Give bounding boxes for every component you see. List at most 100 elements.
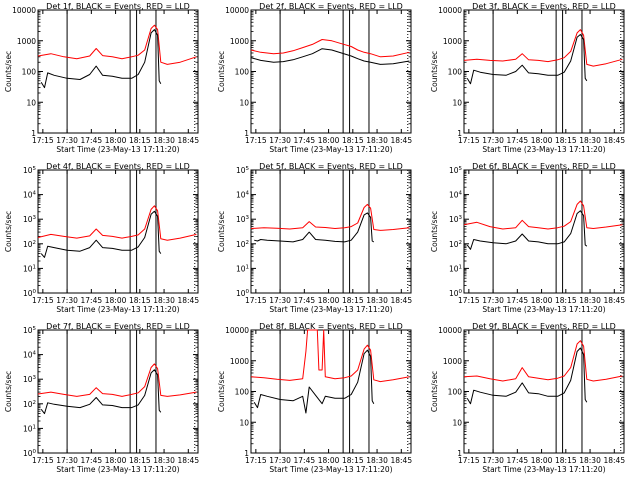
x-tick-label: 17:30 [269, 296, 291, 305]
x-axis-label: Start Time (23-May-13 17:11:20) [56, 465, 179, 474]
x-tick-label: 17:45 [81, 456, 103, 465]
y-tick-label: 104 [23, 351, 37, 360]
y-tick-exponent: 0 [33, 289, 37, 295]
y-tick-label: 101 [23, 264, 36, 273]
y-axis-label: Counts/sec [430, 371, 439, 412]
x-tick-label: 17:30 [56, 296, 78, 305]
y-tick-label: 102 [236, 240, 249, 249]
x-tick-label: 18:30 [153, 296, 175, 305]
panel-title: Det 6f, BLACK = Events, RED = LLD [472, 162, 616, 171]
y-tick-label: 10 [452, 98, 462, 107]
plot-frame [250, 329, 412, 454]
x-tick-label: 17:45 [294, 136, 316, 145]
y-tick-label: 105 [236, 166, 250, 175]
series-line-red [463, 340, 623, 382]
x-tick-label: 18:30 [366, 136, 388, 145]
y-tick-label: 100 [235, 68, 250, 77]
y-tick-label: 101 [23, 424, 36, 433]
x-tick-label: 18:30 [153, 456, 175, 465]
x-tick-label: 18:45 [177, 296, 199, 305]
y-axis-label: Counts/sec [217, 51, 226, 92]
y-tick-label: 1 [31, 129, 36, 138]
x-tick-label: 18:15 [555, 456, 577, 465]
x-tick-label: 17:45 [81, 296, 103, 305]
series-line-black [254, 212, 375, 243]
y-tick-exponent: 2 [33, 240, 37, 246]
panel-title: Det 3f, BLACK = Events, RED = LLD [472, 2, 616, 11]
plot-frame [37, 329, 199, 454]
x-tick-label: 17:15 [458, 296, 480, 305]
y-tick-label: 102 [23, 400, 36, 409]
x-tick-label: 18:00 [531, 296, 553, 305]
y-tick-exponent: 0 [246, 289, 250, 295]
plot-frame [463, 9, 625, 134]
x-tick-label: 17:45 [507, 456, 529, 465]
y-tick-exponent: 1 [33, 264, 37, 270]
x-tick-label: 17:45 [81, 136, 103, 145]
y-tick-label: 102 [23, 240, 36, 249]
panel-title: Det 1f, BLACK = Events, RED = LLD [46, 2, 190, 11]
x-tick-label: 17:15 [32, 456, 54, 465]
y-tick-label: 101 [449, 264, 462, 273]
y-tick-exponent: 3 [33, 375, 37, 381]
plot-frame [37, 9, 199, 134]
y-tick-exponent: 1 [459, 264, 463, 270]
x-tick-label: 18:30 [366, 456, 388, 465]
x-tick-label: 18:30 [579, 136, 601, 145]
series-line-red [37, 363, 197, 397]
y-tick-exponent: 3 [459, 215, 463, 221]
y-tick-exponent: 1 [246, 264, 250, 270]
series-line-black [253, 349, 375, 414]
x-tick-label: 17:15 [458, 456, 480, 465]
y-tick-label: 100 [449, 289, 463, 298]
y-tick-exponent: 2 [33, 400, 37, 406]
y-axis-label: Counts/sec [430, 51, 439, 92]
y-tick-label: 10000 [225, 6, 249, 15]
y-tick-label: 1 [457, 449, 462, 458]
series-line-red [250, 203, 410, 231]
plot-frame [250, 169, 412, 294]
y-tick-label: 103 [449, 215, 463, 224]
y-tick-label: 104 [236, 191, 250, 200]
y-tick-exponent: 5 [33, 326, 37, 332]
y-tick-label: 103 [23, 375, 37, 384]
x-tick-label: 17:15 [32, 136, 54, 145]
y-tick-label: 105 [449, 166, 463, 175]
x-tick-label: 18:00 [318, 296, 340, 305]
y-tick-label: 10 [452, 418, 462, 427]
y-tick-label: 10000 [225, 326, 249, 335]
panel-title: Det 2f, BLACK = Events, RED = LLD [259, 2, 403, 11]
series-line-black [40, 210, 162, 258]
x-axis-label: Start Time (23-May-13 17:11:20) [482, 465, 605, 474]
x-tick-label: 18:45 [177, 136, 199, 145]
y-tick-exponent: 3 [246, 215, 250, 221]
y-tick-label: 104 [449, 191, 463, 200]
x-tick-label: 17:30 [56, 456, 78, 465]
series-line-black [466, 210, 588, 250]
x-tick-label: 17:15 [245, 456, 267, 465]
x-tick-label: 17:45 [507, 136, 529, 145]
x-tick-label: 17:30 [269, 456, 291, 465]
y-tick-label: 10000 [438, 6, 462, 15]
x-axis-label: Start Time (23-May-13 17:11:20) [56, 305, 179, 314]
x-tick-label: 18:00 [105, 136, 127, 145]
x-tick-label: 17:30 [482, 296, 504, 305]
y-tick-label: 101 [236, 264, 249, 273]
y-tick-label: 100 [448, 388, 463, 397]
x-tick-label: 18:15 [342, 136, 364, 145]
panel-title: Det 5f, BLACK = Events, RED = LLD [259, 162, 403, 171]
plot-frame [250, 9, 412, 134]
x-tick-label: 18:15 [129, 136, 151, 145]
x-tick-label: 18:45 [603, 456, 625, 465]
y-tick-exponent: 1 [33, 424, 37, 430]
panel-title: Det 7f, BLACK = Events, RED = LLD [46, 322, 190, 331]
y-tick-label: 1000 [230, 37, 249, 46]
y-tick-exponent: 4 [246, 191, 250, 197]
x-axis-label: Start Time (23-May-13 17:11:20) [269, 145, 392, 154]
